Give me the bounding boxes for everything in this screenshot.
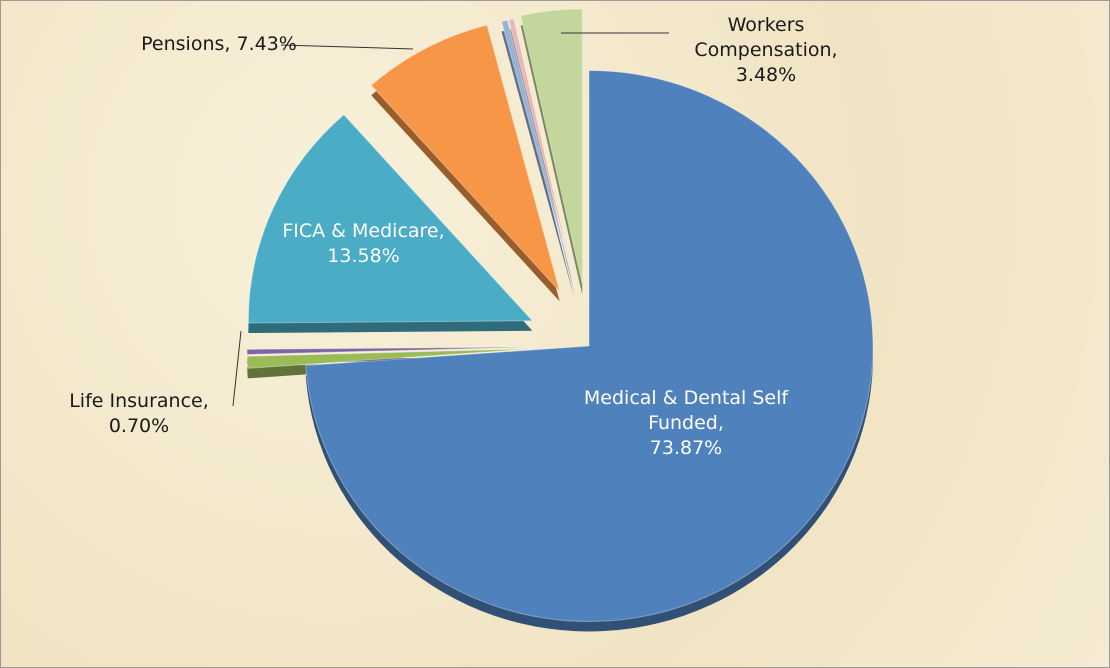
slice (500, 19, 575, 288)
category-label: Medical & Dental Self Funded, (583, 387, 789, 434)
slice (305, 70, 874, 622)
category-label: Workers Compensation, (694, 14, 838, 61)
slice (246, 348, 532, 369)
slice-side (501, 30, 575, 298)
leader-line (232, 330, 242, 407)
category-label: FICA & Medicare, (282, 220, 445, 242)
slice (520, 8, 583, 285)
slice (370, 24, 561, 292)
category-label: Pensions, (141, 33, 231, 55)
value-label: 73.87% (649, 437, 723, 459)
value-label: 0.70% (108, 415, 170, 437)
category-label: Life Insurance, (69, 390, 209, 412)
data-label: FICA & Medicare, 13.58% (256, 219, 471, 269)
value-label: 7.43% (236, 33, 297, 55)
leader-line (280, 44, 414, 50)
slice (247, 114, 534, 324)
value-label: 13.58% (327, 245, 400, 267)
data-label: Life Insurance, 0.70% (49, 389, 229, 439)
data-label: Workers Compensation, 3.48% (671, 13, 861, 88)
value-label: 3.48% (735, 64, 797, 86)
slice (508, 18, 576, 288)
data-label: Medical & Dental Self Funded, 73.87% (571, 386, 801, 461)
slice (246, 346, 532, 355)
data-label: Pensions, 7.43% (89, 32, 349, 57)
